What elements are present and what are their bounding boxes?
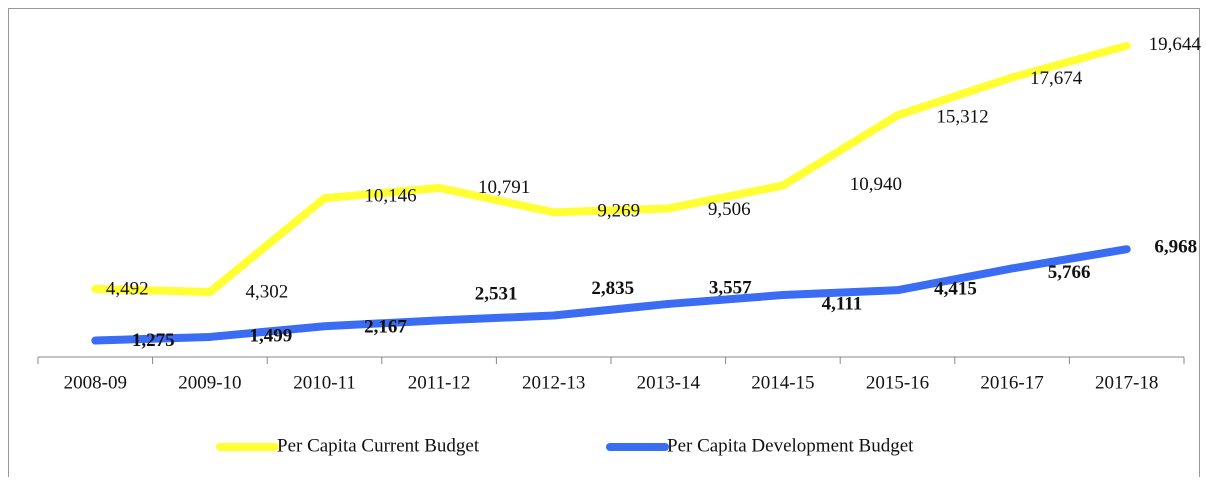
data-label: 9,506 (708, 199, 751, 220)
x-tick-label: 2015-16 (866, 372, 929, 393)
data-label: 4,111 (822, 293, 863, 314)
x-tick-label: 2014-15 (751, 372, 814, 393)
x-tick-label: 2008-09 (64, 372, 127, 393)
chart-frame (8, 8, 1200, 482)
data-label: 4,302 (246, 281, 289, 302)
data-label: 10,146 (364, 186, 416, 207)
data-label: 4,492 (106, 278, 149, 299)
data-label: 10,940 (850, 174, 902, 195)
x-tick-label: 2010-11 (293, 372, 356, 393)
data-label: 1,499 (250, 325, 293, 346)
series-line (91, 41, 1131, 296)
data-label: 4,415 (934, 279, 977, 300)
series-line (91, 245, 1131, 345)
data-label: 19,644 (1149, 34, 1202, 55)
data-label: 10,791 (478, 177, 530, 198)
x-tick-label: 2011-12 (408, 372, 471, 393)
data-label: 17,674 (1030, 68, 1083, 89)
data-label: 2,167 (364, 317, 407, 338)
x-tick-label: 2013-14 (637, 372, 701, 393)
legend-label: Per Capita Current Budget (277, 435, 480, 456)
data-label: 2,835 (591, 278, 634, 299)
data-label: 1,275 (132, 330, 175, 351)
x-tick-label: 2009-10 (178, 372, 241, 393)
x-tick-label: 2016-17 (980, 372, 1043, 393)
x-tick-label: 2012-13 (522, 372, 585, 393)
data-label: 2,531 (475, 284, 518, 305)
data-label: 3,557 (709, 277, 752, 298)
data-label: 9,269 (597, 201, 640, 222)
legend-label: Per Capita Development Budget (667, 435, 914, 456)
data-label: 6,968 (1154, 237, 1197, 258)
x-tick-label: 2017-18 (1095, 372, 1158, 393)
data-label: 5,766 (1048, 262, 1091, 283)
data-label: 15,312 (936, 107, 988, 128)
